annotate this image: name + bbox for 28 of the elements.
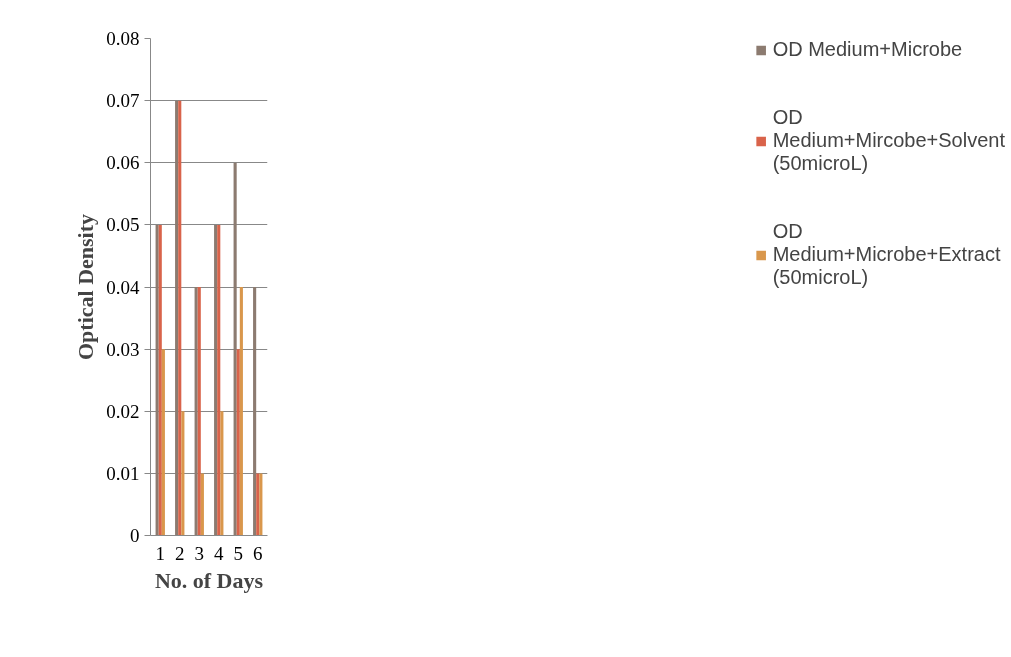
x-axis-title: No. of Days bbox=[154, 567, 264, 593]
x-tick-label: 6 bbox=[253, 542, 263, 564]
bar bbox=[236, 349, 240, 536]
x-tick-label: 4 bbox=[214, 542, 224, 564]
bar bbox=[161, 349, 165, 536]
y-tick-label: 0.06 bbox=[106, 152, 140, 174]
bar bbox=[239, 287, 243, 536]
bar bbox=[233, 162, 237, 536]
y-axis-title: Optical Density bbox=[73, 213, 99, 361]
legend-label: OD Medium+Mircobe+Solvent (50microL) bbox=[772, 106, 1005, 175]
y-tick-label: 0.08 bbox=[106, 28, 140, 49]
legend-label: OD Medium+Microbe bbox=[772, 38, 963, 61]
y-tick-label: 0.03 bbox=[106, 338, 140, 360]
bar bbox=[220, 411, 224, 536]
y-tick-label: 0.05 bbox=[106, 214, 140, 236]
bar bbox=[253, 287, 257, 536]
legend-label: OD Medium+Microbe+Extract (50microL) bbox=[772, 220, 1001, 289]
x-tick-label: 5 bbox=[233, 542, 243, 564]
x-tick-label: 2 bbox=[175, 542, 185, 564]
y-tick-label: 0.01 bbox=[106, 462, 140, 484]
bar bbox=[200, 473, 204, 536]
y-tick-label: 0.02 bbox=[106, 400, 140, 422]
bar bbox=[181, 411, 185, 536]
y-tick-label: 0 bbox=[130, 525, 140, 546]
x-tick-label: 3 bbox=[194, 542, 204, 564]
x-tick-label: 1 bbox=[155, 542, 165, 564]
y-tick-label: 0.07 bbox=[106, 90, 140, 112]
y-tick-label: 0.04 bbox=[106, 276, 140, 298]
